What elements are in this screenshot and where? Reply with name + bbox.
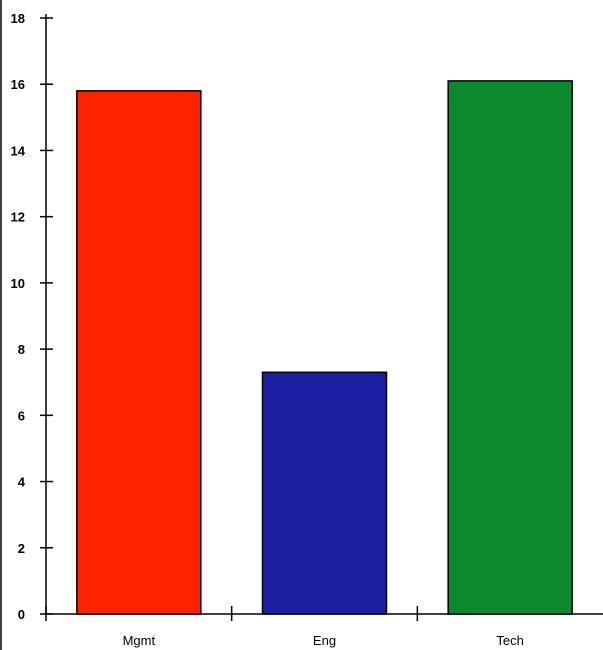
y-tick-label: 10 bbox=[11, 276, 25, 291]
y-tick-label: 12 bbox=[11, 210, 25, 225]
y-tick-label: 8 bbox=[18, 342, 25, 357]
bars-group bbox=[76, 80, 573, 615]
bar-tech bbox=[447, 80, 573, 615]
x-tick-label-eng: Eng bbox=[313, 633, 336, 648]
x-tick-label-tech: Tech bbox=[496, 633, 523, 648]
y-tick-label: 4 bbox=[18, 475, 26, 490]
y-tick-label: 16 bbox=[11, 77, 25, 92]
y-tick-label: 18 bbox=[11, 11, 25, 26]
y-tick-label: 6 bbox=[18, 408, 25, 423]
y-tick-label: 0 bbox=[18, 607, 25, 622]
bar-mgmt bbox=[76, 90, 202, 615]
y-axis: 0 2 4 6 8 10 12 14 16 18 bbox=[11, 11, 53, 622]
x-axis: Mgmt Eng Tech bbox=[45, 606, 603, 648]
bar-eng bbox=[261, 371, 388, 615]
x-tick-label-mgmt: Mgmt bbox=[123, 633, 156, 648]
y-tick-label: 14 bbox=[11, 143, 26, 158]
y-tick-label: 2 bbox=[18, 541, 25, 556]
